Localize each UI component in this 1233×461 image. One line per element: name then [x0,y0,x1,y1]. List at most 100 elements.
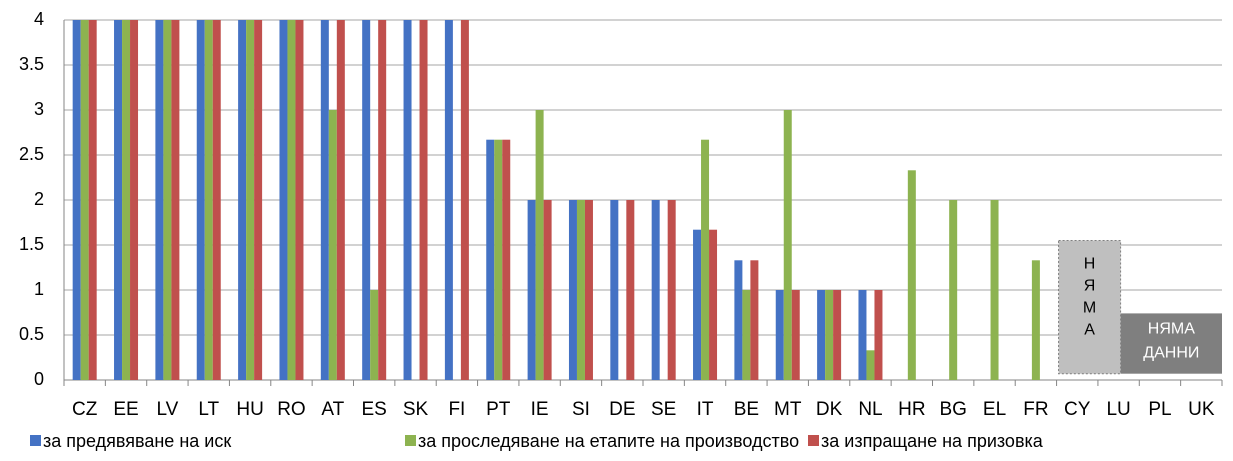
bar [320,20,329,380]
legend-label: за проследяване на етапите на производст… [418,431,799,451]
bar [419,20,428,380]
bar [527,200,536,380]
bar [486,139,495,380]
y-tick-label: 4 [34,9,44,29]
bar [576,200,585,380]
x-tick-label: BG [939,399,966,420]
bar [246,20,255,380]
bar [336,20,345,380]
x-tick-label: EL [983,399,1006,420]
bar [949,200,958,380]
bar [370,290,379,380]
y-tick-label: 1 [34,279,44,299]
x-tick-label: MT [774,399,802,420]
bar [651,200,660,380]
bar [610,200,619,380]
bar [750,260,759,380]
x-tick-label: LT [198,399,219,420]
y-tick-label: 1.5 [19,234,44,254]
bar [328,110,337,380]
x-tick-label: HU [236,399,263,420]
bar [791,290,800,380]
x-tick-label: RO [277,399,306,420]
bar [444,20,453,380]
x-tick-label: UK [1188,399,1215,420]
x-tick-label: AT [321,399,344,420]
bar [130,20,139,380]
bar [667,200,676,380]
x-tick-label: FR [1023,399,1048,420]
bar [114,20,123,380]
y-tick-label: 3.5 [19,54,44,74]
bar [775,290,784,380]
legend-swatch [405,435,416,446]
x-tick-label: DK [816,399,843,420]
annotation-text: НЯМА [1148,321,1195,338]
x-tick-label: PT [486,399,511,420]
bar [88,20,97,380]
bar [535,110,544,380]
bar [155,20,164,380]
bar [163,20,172,380]
bar [295,20,304,380]
legend-label: за изпращане на призовка [821,431,1044,451]
x-tick-label: LV [156,399,178,420]
bar [833,290,842,380]
bar [858,290,867,380]
y-tick-label: 0.5 [19,324,44,344]
x-tick-label: EE [113,399,138,420]
annotation-box [1120,313,1222,374]
x-tick-label: FI [448,399,465,420]
x-tick-label: DE [609,399,635,420]
bar [584,200,593,380]
bar [734,260,743,380]
x-tick-label: IT [697,399,714,420]
bar [378,20,387,380]
bar [80,20,89,380]
bar [238,20,247,380]
y-tick-label: 0 [34,369,44,389]
x-tick-label: SE [651,399,676,420]
bar [502,139,511,380]
annotation-text: Я [1084,278,1096,295]
bar [783,110,792,380]
annotation-text: А [1084,322,1095,339]
annotation-text: ДАННИ [1143,345,1199,362]
legend-swatch [30,435,41,446]
bar [709,229,718,380]
x-tick-label: HR [898,399,925,420]
bar [494,139,503,380]
bar [204,20,213,380]
y-tick-label: 3 [34,99,44,119]
bar [742,290,751,380]
bar [701,139,710,380]
y-tick-label: 2 [34,189,44,209]
bar [543,200,552,380]
x-tick-label: NL [858,399,882,420]
x-tick-label: SI [572,399,590,420]
bar [990,200,999,380]
x-tick-label: LU [1106,399,1130,420]
y-tick-label: 2.5 [19,144,44,164]
bar [866,350,875,380]
bar [279,20,288,380]
legend-label: за предявяване на иск [43,431,231,451]
x-tick-label: CY [1064,399,1091,420]
annotation-box [1058,240,1122,375]
bar [362,20,371,380]
bar [874,290,883,380]
bar [1031,260,1040,380]
bar [568,200,577,380]
x-tick-label: IE [531,399,549,420]
x-tick-label: PL [1148,399,1171,420]
bar [212,20,221,380]
bar [254,20,263,380]
bar [907,170,916,380]
bar [287,20,296,380]
bar [693,229,702,380]
legend-swatch [808,435,819,446]
bar [196,20,205,380]
x-tick-label: BE [734,399,759,420]
bar [122,20,131,380]
